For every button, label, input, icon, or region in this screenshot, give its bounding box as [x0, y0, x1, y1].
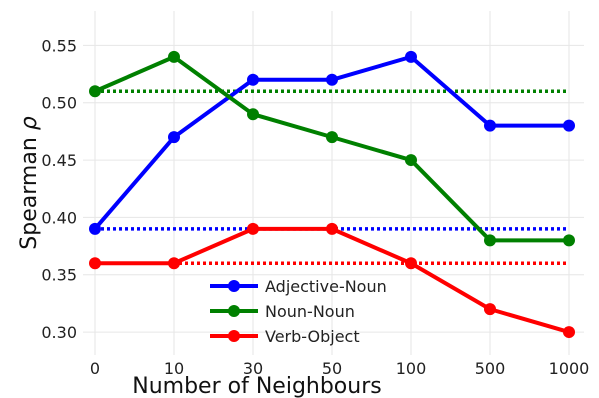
x-tick-label: 0: [90, 359, 100, 378]
data-point-noun-noun: [326, 131, 338, 144]
legend-swatch-marker: [228, 305, 240, 317]
data-point-verb-object: [405, 257, 417, 270]
legend-swatch-marker: [228, 330, 240, 342]
y-tick-label: 0.50: [41, 94, 77, 113]
series-verb-object: [89, 222, 575, 339]
y-ticks: 0.30 0.35 0.40 0.45 0.50 0.55: [41, 36, 77, 342]
y-tick-label: 0.45: [41, 151, 77, 170]
data-point-adjective-noun: [484, 119, 496, 132]
data-point-verb-object: [484, 303, 496, 316]
x-tick-label: 30: [243, 359, 263, 378]
data-point-verb-object: [247, 222, 259, 235]
legend-item-verb-object: Verb-Object: [210, 327, 360, 346]
legend-label: Adjective-Noun: [265, 277, 387, 296]
x-tick-label: 1000: [549, 359, 590, 378]
data-point-verb-object: [563, 326, 575, 339]
data-point-noun-noun: [168, 50, 180, 63]
grid: [83, 11, 584, 355]
legend-swatch-marker: [228, 280, 240, 292]
legend-label: Noun-Noun: [265, 302, 355, 321]
data-point-adjective-noun: [168, 131, 180, 144]
series-adjective-noun: [89, 50, 575, 235]
legend-item-adjective-noun: Adjective-Noun: [210, 277, 387, 296]
data-point-noun-noun: [563, 234, 575, 247]
x-tick-label: 50: [322, 359, 342, 378]
legend-item-noun-noun: Noun-Noun: [210, 302, 355, 321]
y-tick-label: 0.35: [41, 266, 77, 285]
x-tick-label: 100: [396, 359, 427, 378]
series-noun-noun: [89, 50, 575, 247]
data-point-noun-noun: [89, 85, 101, 98]
series: [89, 50, 575, 339]
x-tick-label: 500: [475, 359, 506, 378]
y-axis-label: Spearman ρ: [17, 116, 42, 249]
plot-area: [83, 11, 584, 355]
data-point-verb-object: [89, 257, 101, 270]
y-tick-label: 0.40: [41, 208, 77, 227]
data-point-adjective-noun: [405, 50, 417, 63]
x-ticks: 0 10 30 50 100 500 1000: [90, 359, 589, 378]
data-point-verb-object: [326, 222, 338, 235]
y-tick-label: 0.30: [41, 323, 77, 342]
x-tick-label: 10: [164, 359, 184, 378]
data-point-adjective-noun: [563, 119, 575, 132]
data-point-adjective-noun: [89, 222, 101, 235]
x-axis-label: Number of Neighbours: [132, 374, 381, 398]
legend-label: Verb-Object: [265, 327, 360, 346]
y-tick-label: 0.55: [41, 36, 77, 55]
data-point-noun-noun: [405, 154, 417, 167]
data-point-verb-object: [168, 257, 180, 270]
data-point-noun-noun: [247, 108, 259, 121]
data-point-adjective-noun: [247, 73, 259, 86]
data-point-noun-noun: [484, 234, 496, 247]
legend: Adjective-Noun Noun-Noun Verb-Object: [210, 277, 387, 346]
data-point-adjective-noun: [326, 73, 338, 86]
y-axis-label-symbol: ρ: [17, 116, 42, 130]
